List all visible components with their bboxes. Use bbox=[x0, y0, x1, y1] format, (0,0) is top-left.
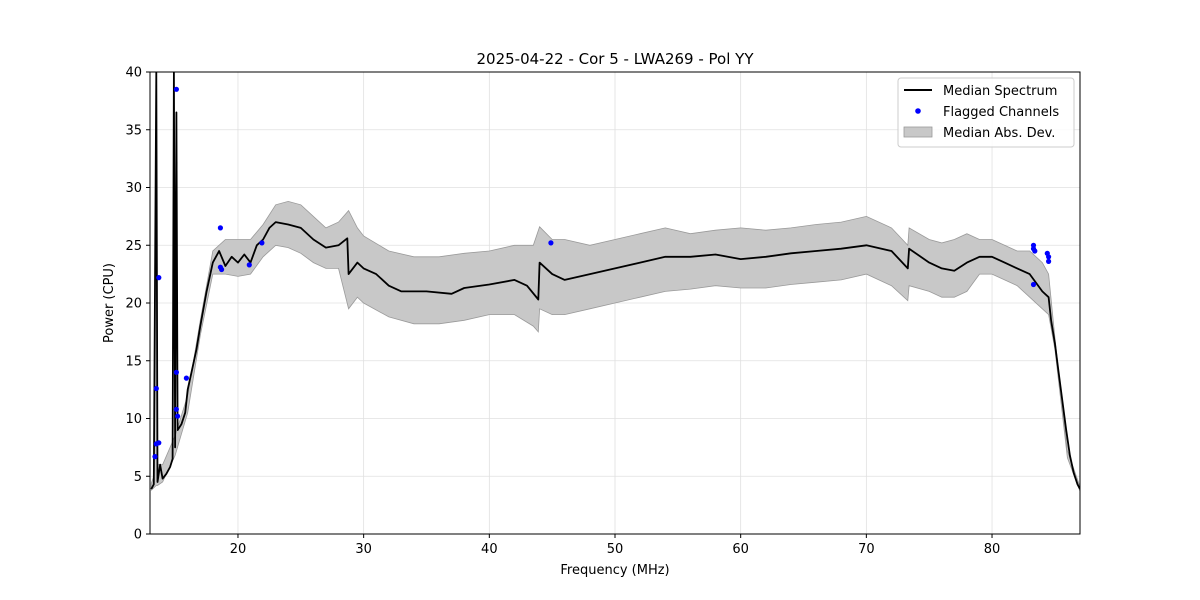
median-spectrum-line bbox=[150, 72, 1080, 490]
flagged-channel-point bbox=[219, 266, 225, 273]
x-tick-label: 20 bbox=[230, 542, 247, 557]
y-tick-label: 0 bbox=[134, 528, 142, 543]
x-tick-label: 30 bbox=[355, 542, 372, 557]
x-tick-label: 70 bbox=[858, 542, 875, 557]
flagged-points-layer bbox=[152, 86, 1052, 460]
flagged-channel-point bbox=[259, 240, 265, 246]
flagged-channel-point bbox=[173, 369, 179, 375]
flagged-channel-point bbox=[1046, 254, 1052, 260]
flagged-channel-point bbox=[1046, 258, 1052, 264]
x-tick-label: 50 bbox=[607, 542, 624, 557]
legend-flagged-label: Flagged Channels bbox=[943, 105, 1059, 120]
x-axis-ticks: 20 30 40 50 60 70 80 bbox=[230, 534, 1001, 557]
legend-mad-label: Median Abs. Dev. bbox=[943, 126, 1055, 141]
y-tick-label: 40 bbox=[125, 66, 142, 81]
flagged-channel-point bbox=[217, 225, 223, 231]
flagged-channel-point bbox=[246, 262, 252, 268]
legend-mad-swatch bbox=[903, 126, 933, 138]
legend: Median Spectrum Flagged Channels Median … bbox=[897, 77, 1075, 148]
y-tick-label: 25 bbox=[125, 239, 142, 254]
y-tick-label: 35 bbox=[125, 123, 142, 138]
median-line-layer bbox=[150, 72, 1080, 490]
x-tick-label: 60 bbox=[732, 542, 749, 557]
legend-median-label: Median Spectrum bbox=[943, 84, 1057, 99]
flagged-channel-point bbox=[1030, 281, 1037, 288]
y-tick-label: 5 bbox=[134, 470, 142, 485]
y-axis-ticks: 0 5 10 15 20 25 30 35 40 bbox=[125, 66, 150, 543]
x-tick-label: 40 bbox=[481, 542, 498, 557]
legend-box bbox=[897, 77, 1075, 148]
flagged-channel-point bbox=[152, 454, 158, 460]
y-tick-label: 20 bbox=[125, 297, 142, 312]
flagged-channel-point bbox=[153, 385, 159, 392]
flagged-channel-point bbox=[173, 406, 179, 412]
chart-title: 2025-04-22 - Cor 5 - LWA269 - Pol YY bbox=[477, 50, 755, 68]
flagged-channel-point bbox=[1032, 248, 1038, 254]
flagged-channel-point bbox=[173, 86, 179, 92]
flagged-channel-point bbox=[156, 275, 162, 281]
y-tick-label: 15 bbox=[125, 354, 142, 369]
flagged-channel-point bbox=[175, 413, 181, 419]
x-tick-label: 80 bbox=[984, 542, 1001, 557]
y-tick-label: 10 bbox=[125, 412, 142, 427]
legend-flagged-swatch bbox=[915, 108, 921, 114]
y-tick-label: 30 bbox=[125, 181, 142, 196]
x-axis-title: Frequency (MHz) bbox=[560, 563, 669, 578]
flagged-channel-point bbox=[156, 440, 162, 446]
flagged-channel-point bbox=[548, 240, 554, 246]
flagged-channel-point bbox=[183, 375, 189, 381]
y-axis-title: Power (CPU) bbox=[102, 263, 117, 343]
